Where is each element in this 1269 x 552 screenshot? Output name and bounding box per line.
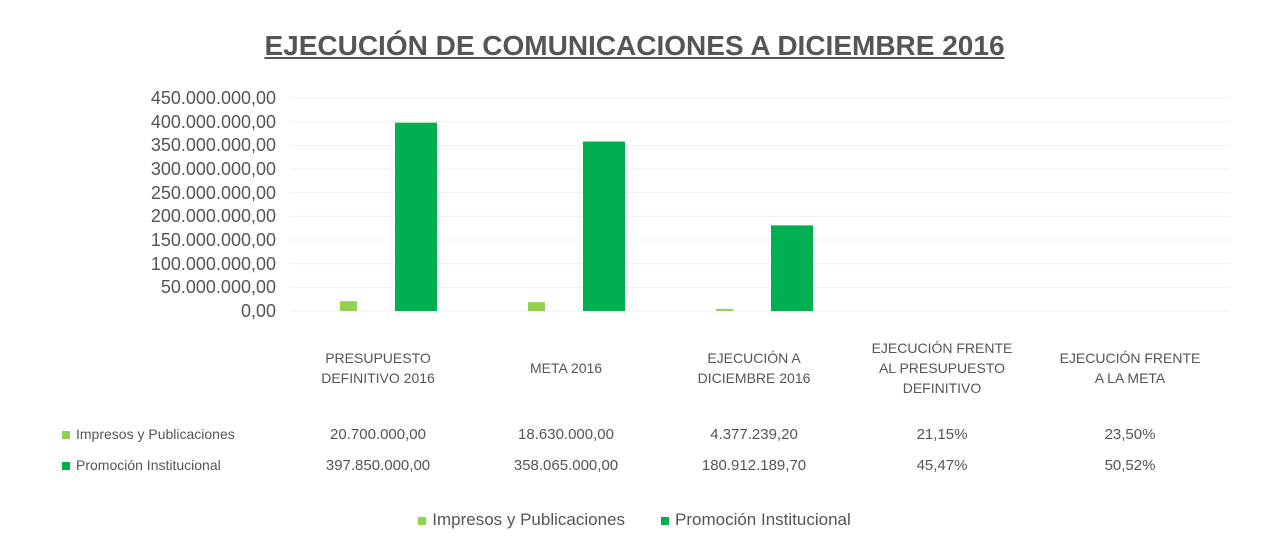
row-label: Impresos y Publicaciones [76, 426, 235, 442]
table-value: 358.065.000,00 [513, 457, 619, 474]
table-value: 180.912.189,70 [701, 457, 807, 474]
legend: Impresos y Publicaciones Promoción Instit… [0, 510, 1269, 530]
y-tick-label: 300.000.000,00 [150, 159, 276, 179]
legend-swatch [418, 517, 427, 525]
table-value: 23,50% [1104, 426, 1156, 443]
table-value: 4.377.239,20 [710, 426, 798, 443]
bar [771, 225, 813, 311]
y-tick-label: 450.000.000,00 [150, 88, 276, 108]
table-value: 20.700.000,00 [330, 426, 426, 443]
legend-label: Promoción Institucional [675, 510, 851, 529]
legend-item: Promoción Institucional [661, 510, 851, 529]
y-tick-label: 400.000.000,00 [150, 111, 276, 132]
table-value: 50,52% [1104, 457, 1156, 474]
table-value: 21,15% [916, 426, 968, 443]
table-row-label: Impresos y Publicaciones [62, 426, 235, 442]
table-value: 18.630.000,00 [518, 426, 614, 443]
legend-swatch [661, 517, 669, 525]
legend-swatch [62, 462, 70, 470]
x-tick-label: PRESUPUESTO DEFINITIVO 2016 [321, 350, 435, 386]
y-tick-label: 50.000.000,00 [160, 277, 276, 298]
x-tick-label: EJECUCIÓN FRENTE A LA META [1059, 350, 1201, 386]
table-value: 45,47% [916, 457, 968, 474]
bar [528, 302, 545, 311]
y-tick-label: 250.000.000,00 [150, 182, 276, 203]
bar [340, 301, 357, 311]
x-tick-label: META 2016 [529, 360, 603, 376]
bar [395, 122, 437, 312]
y-tick-label: 350.000.000,00 [150, 135, 276, 156]
x-tick-label: EJECUCIÓN A DICIEMBRE 2016 [697, 350, 811, 386]
bar [716, 308, 733, 311]
legend-label: Impresos y Publicaciones [432, 510, 625, 529]
legend-swatch [62, 431, 70, 439]
table-value: 397.850.000,00 [325, 457, 431, 474]
chart-title: EJECUCIÓN DE COMUNICACIONES A DICIEMBRE … [264, 30, 1005, 61]
y-tick-label: 0,00 [240, 301, 276, 321]
bar [583, 141, 625, 311]
table-row-label: Promoción Institucional [62, 457, 221, 473]
y-tick-label: 150.000.000,00 [150, 230, 276, 250]
y-tick-label: 100.000.000,00 [150, 253, 276, 274]
row-label: Promoción Institucional [76, 457, 221, 473]
y-tick-label: 200.000.000,00 [150, 206, 276, 227]
x-tick-label: EJECUCIÓN FRENTE AL PRESUPUESTO DEFINITI… [871, 340, 1013, 396]
legend-item: Impresos y Publicaciones [418, 510, 625, 529]
